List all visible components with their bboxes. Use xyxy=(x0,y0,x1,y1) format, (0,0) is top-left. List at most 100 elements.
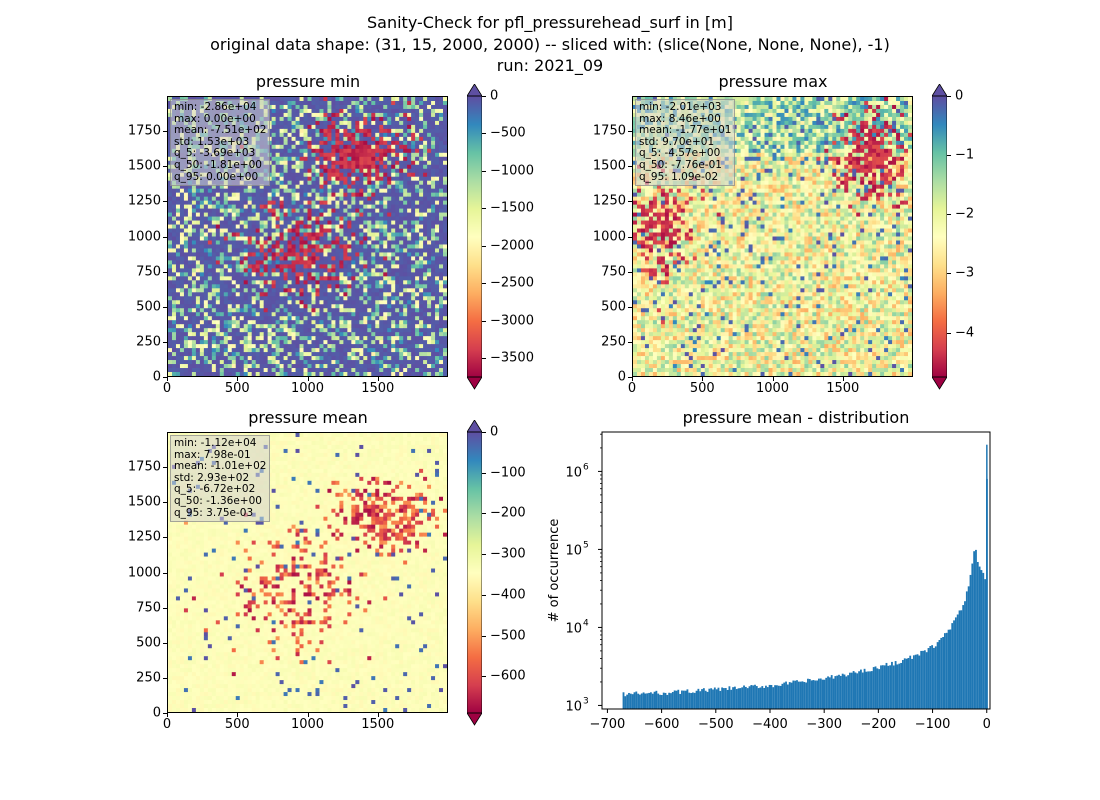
colorbar-cell xyxy=(932,231,947,233)
colorbar-cell xyxy=(467,112,482,114)
stats-line: q_5: -6.72e+02 xyxy=(174,483,256,496)
colorbar-tick-mark xyxy=(482,133,486,135)
y-tick-mark xyxy=(628,201,632,203)
hist-bar xyxy=(750,685,753,709)
colorbar-cell xyxy=(932,302,947,304)
colorbar-cell xyxy=(467,137,482,139)
colorbar-cell xyxy=(467,309,482,311)
hist-bar xyxy=(648,692,650,709)
hist-bar xyxy=(976,561,979,709)
colorbar-cell xyxy=(467,359,482,361)
hist-bar xyxy=(850,672,853,709)
colorbar-cell xyxy=(467,248,482,250)
colorbar-cell xyxy=(467,183,482,185)
colorbar-cell xyxy=(467,705,482,707)
colorbar-cell xyxy=(467,624,482,626)
colorbar-cell xyxy=(932,308,947,310)
colorbar-cell xyxy=(467,563,482,565)
colorbar-cell xyxy=(932,233,947,235)
colorbar-cell xyxy=(932,293,947,295)
hist-bar xyxy=(639,694,641,709)
colorbar-cell xyxy=(932,310,947,312)
colorbar-cell xyxy=(932,160,947,162)
colorbar-cell xyxy=(932,358,947,360)
colorbar-tick-label: −100 xyxy=(490,465,526,481)
hist-bar xyxy=(807,678,809,709)
y-tick-mark xyxy=(628,377,632,378)
y-tick-label: 1500 xyxy=(127,494,161,510)
colorbar-cell xyxy=(932,168,947,170)
colorbar-cell xyxy=(467,142,482,144)
colorbar-cell xyxy=(467,321,482,323)
colorbar-cell xyxy=(932,171,947,173)
colorbar-cell xyxy=(932,184,947,186)
colorbar-cell xyxy=(467,117,482,119)
colorbar-cell xyxy=(467,247,482,249)
colorbar-cell xyxy=(467,337,482,339)
colorbar-tick-label: −3 xyxy=(955,265,975,281)
colorbar-cell xyxy=(467,596,482,598)
colorbar-cell xyxy=(467,654,482,656)
colorbar-cell xyxy=(467,578,482,580)
colorbar-cell xyxy=(932,307,947,309)
colorbar-cell xyxy=(932,363,947,365)
colorbar-cell xyxy=(932,255,947,257)
hist-bar xyxy=(881,665,884,709)
colorbar-cell xyxy=(467,459,482,461)
hist-bar xyxy=(686,689,689,709)
colorbar-cell xyxy=(467,526,482,528)
colorbar-cell xyxy=(932,356,947,358)
colorbar-cell xyxy=(467,496,482,498)
hist-bar xyxy=(940,637,943,709)
colorbar-cell xyxy=(467,358,482,360)
hist-y-tick-label: 10 xyxy=(565,543,582,558)
colorbar-cell xyxy=(467,480,482,482)
colorbar-cell xyxy=(467,191,482,193)
hist-bar xyxy=(653,691,656,709)
colorbar-tick-mark xyxy=(482,358,486,360)
colorbar-cell xyxy=(932,136,947,138)
colorbar-cell xyxy=(467,153,482,155)
colorbar-cell xyxy=(932,142,947,144)
colorbar-cell xyxy=(467,251,482,253)
colorbar-cell xyxy=(467,118,482,120)
colorbar-cell xyxy=(467,492,482,494)
colorbar-cell xyxy=(467,146,482,148)
colorbar-cell xyxy=(467,162,482,164)
colorbar-cell xyxy=(932,101,947,103)
colorbar-cell xyxy=(932,223,947,225)
colorbar-cell xyxy=(467,353,482,355)
y-tick-label: 500 xyxy=(136,635,161,651)
hist-bar xyxy=(792,680,795,709)
hist-bar xyxy=(642,692,645,709)
panel-max-map: min: -2.01e+03 max: 8.46e+00 mean: -1.77e+… xyxy=(632,96,913,377)
hist-bar xyxy=(812,680,815,709)
colorbar-cell xyxy=(932,265,947,267)
colorbar-cell xyxy=(467,675,482,677)
colorbar-cell xyxy=(467,600,482,602)
hist-bar xyxy=(808,679,811,709)
colorbar-cell xyxy=(932,252,947,254)
colorbar-cell xyxy=(467,638,482,640)
colorbar-cell xyxy=(467,474,482,476)
colorbar-cell xyxy=(467,441,482,443)
colorbar-cell xyxy=(467,108,482,110)
colorbar-cell xyxy=(467,120,482,122)
colorbar-cell xyxy=(467,114,482,116)
colorbar-cell xyxy=(467,166,482,168)
colorbar-cell xyxy=(467,432,482,434)
colorbar-cell xyxy=(932,134,947,136)
colorbar-cell xyxy=(467,226,482,228)
colorbar-frame xyxy=(467,431,482,714)
colorbar-cell xyxy=(467,694,482,696)
hist-bar xyxy=(925,652,928,709)
colorbar-cell xyxy=(932,301,947,303)
hist-bar xyxy=(916,654,919,709)
y-tick-mark xyxy=(628,306,632,308)
hist-bar xyxy=(646,693,649,709)
colorbar-cell xyxy=(467,488,482,490)
colorbar-cell xyxy=(932,237,947,239)
colorbar-cell xyxy=(467,536,482,538)
colorbar-cell xyxy=(932,216,947,218)
colorbar-tick-label: −2000 xyxy=(490,238,534,254)
